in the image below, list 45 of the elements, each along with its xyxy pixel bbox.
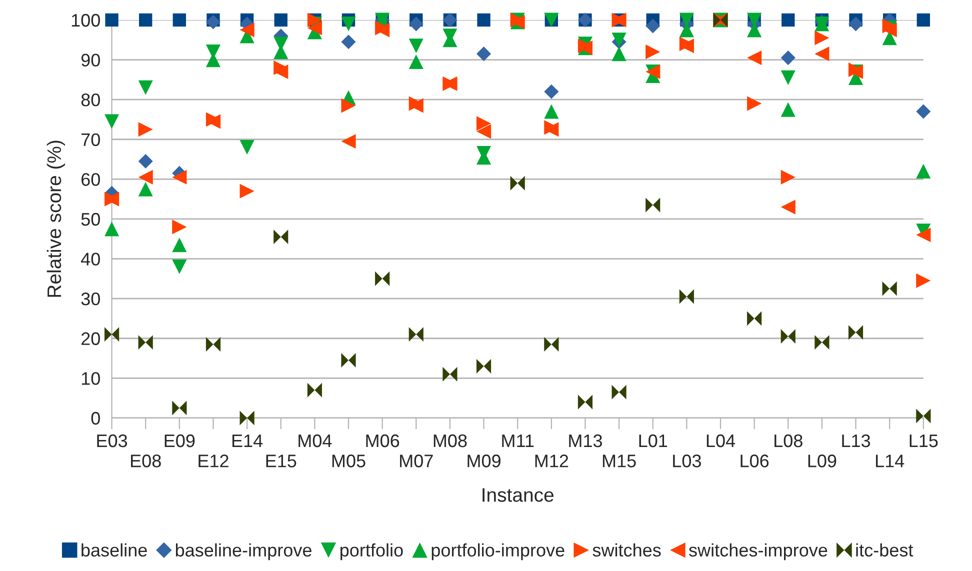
x-tick-label: E03 xyxy=(97,434,128,448)
y-tick-label: 90 xyxy=(81,54,100,67)
legend-label: switches-improve xyxy=(689,543,828,560)
y-tick-label: 20 xyxy=(81,332,100,346)
y-tick-label: 0 xyxy=(91,412,100,425)
x-tick-label: L03 xyxy=(673,454,701,468)
y-tick-label: 30 xyxy=(81,292,100,306)
y-tick-label: 10 xyxy=(82,372,100,385)
legend-label: portfolio-improve xyxy=(432,543,564,560)
x-tick-label: L04 xyxy=(706,434,736,448)
y-axis-title: Relative score (%) xyxy=(46,140,65,297)
y-tick-label: 40 xyxy=(81,252,100,266)
legend-label: baseline xyxy=(82,543,147,557)
x-tick-label: M13 xyxy=(569,434,602,448)
x-tick-label: E08 xyxy=(131,454,161,468)
x-tick-label: M12 xyxy=(535,454,568,468)
x-axis-title: Instance xyxy=(482,488,554,502)
y-tick-label: 50 xyxy=(81,212,100,226)
y-tick-label: 70 xyxy=(82,133,100,146)
x-tick-label: E14 xyxy=(232,434,263,448)
x-tick-label: M04 xyxy=(298,434,332,448)
x-tick-label: M08 xyxy=(434,434,467,448)
y-tick-label: 60 xyxy=(82,173,100,186)
x-tick-label: M11 xyxy=(502,434,534,448)
x-tick-label: L15 xyxy=(910,434,938,448)
x-tick-label: L01 xyxy=(639,434,668,448)
legend-label: portfolio xyxy=(340,543,403,560)
legend-label: baseline-improve xyxy=(176,543,312,560)
x-tick-label: M06 xyxy=(366,434,400,448)
x-tick-label: E15 xyxy=(266,454,296,468)
x-tick-label: L08 xyxy=(774,434,802,448)
x-tick-label: E09 xyxy=(164,434,195,448)
x-tick-label: L06 xyxy=(740,454,769,468)
x-tick-label: L13 xyxy=(842,434,870,448)
y-tick-label: 80 xyxy=(81,94,100,106)
legend-label: itc-best xyxy=(856,543,914,557)
x-tick-label: M07 xyxy=(400,454,433,468)
x-tick-label: L09 xyxy=(808,454,836,468)
x-tick-label: L14 xyxy=(876,454,904,468)
y-tick-label: 100 xyxy=(72,14,100,27)
x-tick-label: M09 xyxy=(468,454,500,468)
x-tick-label: M05 xyxy=(332,454,366,468)
legend-label: switches xyxy=(592,543,661,557)
x-tick-label: E12 xyxy=(198,454,228,468)
x-tick-label: M15 xyxy=(602,454,636,468)
